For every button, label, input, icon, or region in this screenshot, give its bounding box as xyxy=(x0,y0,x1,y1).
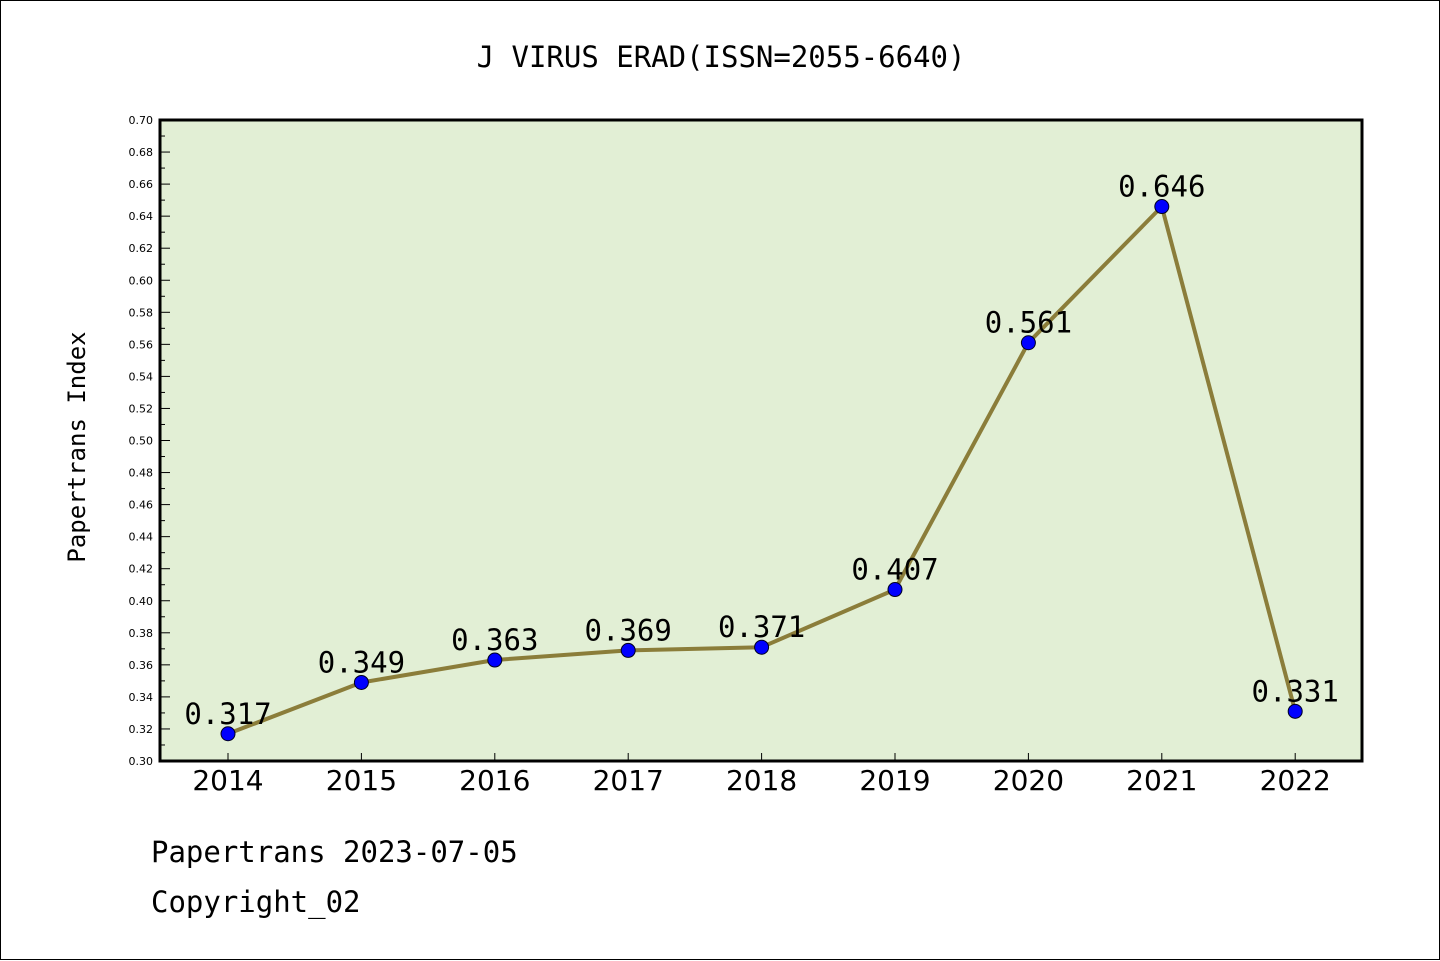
y-tick-label: 0.66 xyxy=(129,178,154,191)
data-point xyxy=(620,642,636,658)
data-label: 0.407 xyxy=(851,553,938,587)
y-tick-label: 0.64 xyxy=(129,210,154,223)
y-tick-label: 0.42 xyxy=(129,563,154,576)
data-label: 0.363 xyxy=(451,623,538,657)
y-tick-label: 0.52 xyxy=(129,402,154,415)
y-tick-label: 0.48 xyxy=(129,467,154,480)
x-tick-label: 2018 xyxy=(726,764,797,797)
x-tick-label: 2020 xyxy=(993,764,1064,797)
y-tick-label: 0.56 xyxy=(129,338,154,351)
y-tick-label: 0.60 xyxy=(129,274,154,287)
data-point xyxy=(1287,703,1303,719)
y-tick-label: 0.54 xyxy=(129,370,154,383)
y-tick-label: 0.58 xyxy=(129,306,154,319)
y-tick-label: 0.68 xyxy=(129,146,154,159)
footer-source: Papertrans 2023-07-05 xyxy=(151,835,518,869)
data-point xyxy=(887,582,903,598)
data-label: 0.349 xyxy=(318,645,405,679)
data-label: 0.369 xyxy=(585,613,672,647)
x-tick-label: 2014 xyxy=(192,764,263,797)
y-tick-label: 0.32 xyxy=(129,723,154,736)
y-tick-label: 0.46 xyxy=(129,499,154,512)
data-point xyxy=(754,639,770,655)
x-tick-label: 2022 xyxy=(1260,764,1331,797)
x-tick-label: 2017 xyxy=(593,764,664,797)
y-axis-label: Papertrans Index xyxy=(63,331,91,562)
data-label: 0.646 xyxy=(1118,170,1205,204)
data-label: 0.317 xyxy=(184,697,271,731)
data-label: 0.561 xyxy=(985,306,1072,340)
y-tick-label: 0.50 xyxy=(129,435,154,448)
x-tick-label: 2021 xyxy=(1126,764,1197,797)
x-axis: 2014 2015 2016 2017 2018 2019 2020 2021 2022 xyxy=(192,753,1331,797)
x-tick-label: 2019 xyxy=(859,764,930,797)
y-tick-label: 0.34 xyxy=(129,691,154,704)
footer-copyright: Copyright_02 xyxy=(151,885,361,919)
y-tick-label: 0.40 xyxy=(129,595,154,608)
y-tick-label: 0.30 xyxy=(129,755,154,768)
y-tick-label: 0.62 xyxy=(129,242,154,255)
y-tick-label: 0.38 xyxy=(129,627,154,640)
data-point xyxy=(220,726,236,742)
data-point xyxy=(353,674,369,690)
x-tick-label: 2015 xyxy=(326,764,397,797)
y-tick-label: 0.44 xyxy=(129,531,154,544)
y-tick-label: 0.70 xyxy=(129,114,154,127)
data-labels: 0.317 0.349 0.363 0.369 0.371 0.407 0.561 0.646… xyxy=(184,170,1339,731)
data-point xyxy=(487,652,503,668)
data-point xyxy=(1020,335,1036,351)
x-tick-label: 2016 xyxy=(459,764,530,797)
series-points xyxy=(220,199,1303,742)
chart-title: J VIRUS ERAD(ISSN=2055-6640) xyxy=(477,40,966,74)
y-axis: 0.30 0.32 0.34 0.36 0.38 0.40 0.42 0.44 0.46 0.48… xyxy=(129,114,170,768)
data-label: 0.371 xyxy=(718,610,805,644)
y-tick-label: 0.36 xyxy=(129,659,154,672)
data-point xyxy=(1154,199,1170,215)
data-label: 0.331 xyxy=(1252,674,1339,708)
